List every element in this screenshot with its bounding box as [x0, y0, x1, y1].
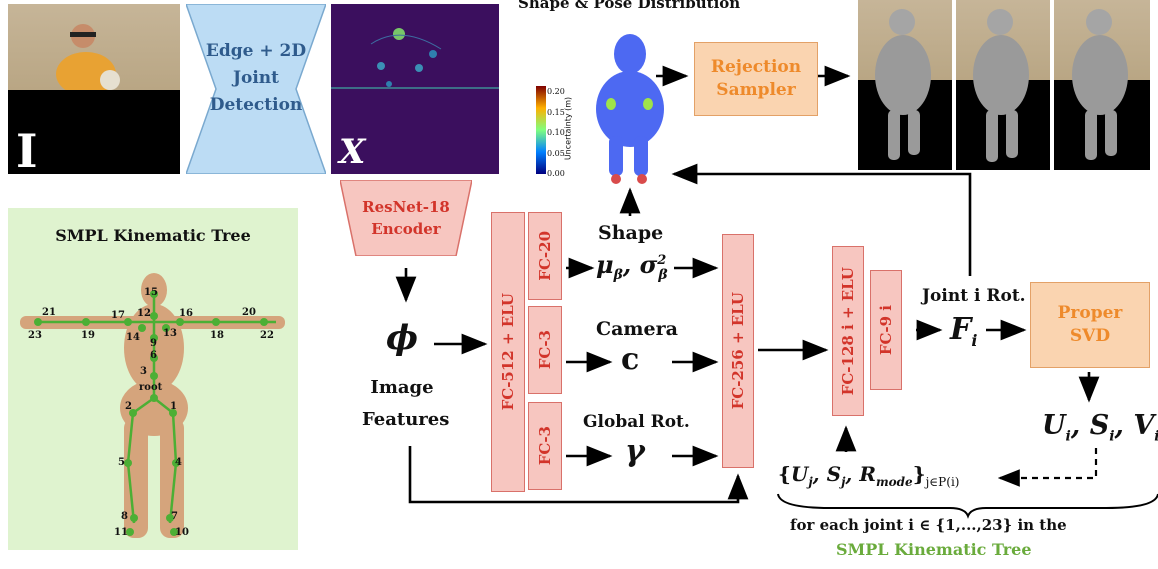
- sample-3: [1054, 0, 1150, 170]
- joint-label: 19: [81, 330, 95, 341]
- rejection-sampler: Rejection Sampler: [694, 42, 818, 116]
- footnote-line2: SMPL Kinematic Tree: [836, 540, 1032, 559]
- kinematic-tree-panel: SMPL Kinematic Tree: [8, 208, 298, 550]
- edge-map: [331, 28, 499, 89]
- sample-1: [858, 0, 952, 170]
- person-photo: [56, 24, 120, 90]
- jointrot-label: Joint i Rot.: [922, 286, 1026, 306]
- joint-label: root: [139, 382, 163, 393]
- fc256-box: FC-256 + ELU: [722, 234, 754, 468]
- sample-2: [956, 0, 1050, 170]
- arrow-features-skip: [408, 446, 749, 504]
- joint-label: 16: [179, 308, 193, 319]
- joint-label: 7: [171, 511, 178, 522]
- joint-label: 5: [118, 457, 125, 468]
- globalrot-label: Global Rot.: [583, 412, 690, 432]
- footnote-line1: for each joint i ∈ {1,...,23} in the: [790, 516, 1067, 534]
- fc3-globalrot-box: FC-3: [528, 402, 562, 490]
- joint-label: 8: [121, 511, 128, 522]
- camera-symbol: c: [621, 342, 640, 377]
- joint-label: 23: [28, 330, 42, 341]
- joint-label: 12: [137, 308, 151, 319]
- proxy-representation: X: [331, 4, 499, 174]
- detector-label: Edge + 2D Joint Detection: [205, 41, 307, 115]
- joint-label: 17: [111, 310, 125, 321]
- sample-body-2: [973, 9, 1029, 162]
- fc9-box: FC-9 i: [870, 270, 902, 390]
- distribution-title: Shape & Pose Distribution: [518, 0, 741, 12]
- shape-label: Shape: [598, 222, 664, 244]
- features-label: Image Features: [362, 377, 450, 430]
- tree-title: SMPL Kinematic Tree: [55, 226, 251, 245]
- joint-label: 2: [125, 401, 132, 412]
- encoder-shape: [340, 180, 472, 256]
- detector-shape: [186, 4, 326, 174]
- sample-body-3: [1072, 9, 1128, 160]
- encoder-label: ResNet-18 Encoder: [362, 198, 450, 238]
- svd-outputs: Ui, Si, Vi: [1042, 410, 1158, 445]
- fc512-box: FC-512 + ELU: [491, 212, 525, 492]
- joint-label: 22: [260, 330, 274, 341]
- joint-label: 14: [126, 332, 140, 343]
- shape-params: μβ, σ2β: [596, 250, 668, 283]
- brace: [777, 493, 1158, 519]
- jointrot-symbol: Fi: [950, 312, 978, 350]
- camera-label: Camera: [596, 318, 678, 340]
- joint-label: 20: [242, 307, 256, 318]
- joint-label: 18: [210, 330, 224, 341]
- fc3-camera-box: FC-3: [528, 306, 562, 394]
- input-image: I: [8, 4, 180, 174]
- globalrot-symbol: γ: [625, 434, 645, 469]
- sample-body-1: [875, 9, 931, 160]
- input-letter: I: [16, 124, 38, 174]
- parent-rotations: {Uj, Sj, Rmode}j∈P(i): [778, 462, 960, 489]
- joint-label: 9: [150, 338, 157, 349]
- colorbar: [536, 86, 546, 174]
- colorbar-ticks: 0.20 0.15 0.10 0.05 0.00: [547, 87, 565, 178]
- proxy-letter: X: [339, 132, 366, 172]
- joint-label: 13: [163, 328, 177, 339]
- joint-label: 3: [140, 366, 147, 377]
- joint-label: 6: [150, 350, 157, 361]
- joint-label: 11: [114, 527, 128, 538]
- features-symbol: ϕ: [386, 318, 419, 358]
- proper-svd: Proper SVD: [1030, 282, 1150, 368]
- arrow-feedback-to-dist: [671, 163, 972, 276]
- fc20-box: FC-20: [528, 212, 562, 300]
- fc128-box: FC-128 i + ELU: [832, 246, 864, 416]
- distribution-figure: [536, 34, 664, 184]
- joint-label: 10: [175, 527, 189, 538]
- joint-label: 15: [144, 287, 158, 298]
- arrow-usv-to-parent: [997, 448, 1098, 487]
- joint-label: 4: [175, 457, 182, 468]
- joint-label: 1: [170, 401, 177, 412]
- smpl-body: [20, 273, 285, 538]
- joint-label: 21: [42, 307, 56, 318]
- colorbar-label: Uncertainty (m): [563, 96, 573, 161]
- uncertainty-mesh: [596, 34, 664, 176]
